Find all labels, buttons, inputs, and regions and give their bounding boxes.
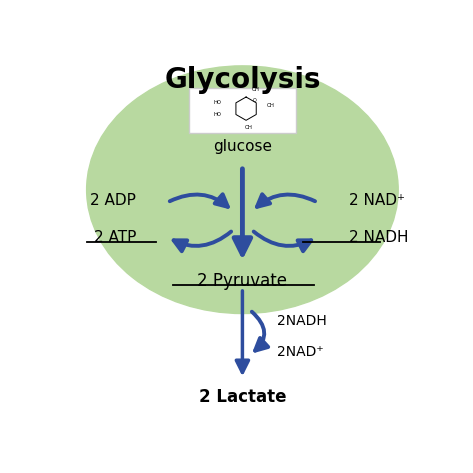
Text: 2 ADP: 2 ADP xyxy=(90,193,136,208)
Text: 2NADH: 2NADH xyxy=(277,314,327,328)
Text: glucose: glucose xyxy=(213,139,272,154)
Text: 2NAD⁺: 2NAD⁺ xyxy=(277,345,324,359)
Ellipse shape xyxy=(87,66,398,314)
Text: 2 Lactate: 2 Lactate xyxy=(199,388,286,406)
Text: 2 Pyruvate: 2 Pyruvate xyxy=(197,272,288,290)
Text: 2 NADH: 2 NADH xyxy=(349,229,408,245)
Text: O: O xyxy=(253,98,256,103)
Text: OH: OH xyxy=(252,87,260,92)
Text: Glycolysis: Glycolysis xyxy=(164,66,321,95)
Text: 2 NAD⁺: 2 NAD⁺ xyxy=(349,193,405,208)
Text: HO: HO xyxy=(214,100,222,105)
Text: OH: OH xyxy=(267,103,274,108)
Text: OH: OH xyxy=(245,125,253,130)
FancyBboxPatch shape xyxy=(189,88,296,133)
Text: HO: HO xyxy=(214,112,222,117)
Text: 2 ATP: 2 ATP xyxy=(94,229,136,245)
